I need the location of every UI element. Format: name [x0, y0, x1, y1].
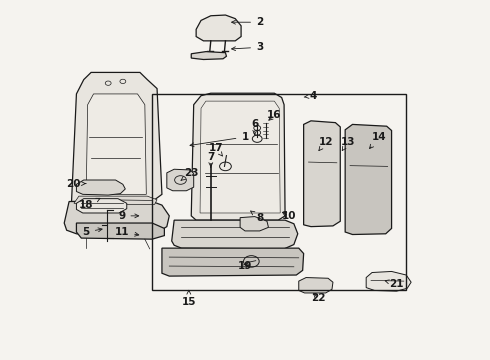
Polygon shape: [172, 220, 298, 249]
Polygon shape: [72, 72, 162, 202]
Text: 2: 2: [232, 17, 263, 27]
Text: 1: 1: [190, 132, 248, 147]
Polygon shape: [196, 15, 241, 41]
Text: 8: 8: [250, 211, 263, 222]
Polygon shape: [74, 196, 157, 204]
Text: 5: 5: [83, 227, 102, 237]
Text: 16: 16: [267, 111, 282, 121]
Text: 14: 14: [369, 132, 387, 148]
Text: 13: 13: [341, 138, 355, 150]
Text: 10: 10: [282, 211, 296, 221]
Text: 15: 15: [182, 290, 196, 307]
Text: 9: 9: [118, 211, 139, 221]
Text: 12: 12: [318, 138, 333, 150]
Text: 11: 11: [115, 227, 139, 237]
Polygon shape: [167, 169, 194, 191]
Text: 6: 6: [251, 120, 258, 135]
Text: 18: 18: [79, 198, 100, 210]
Text: 22: 22: [311, 293, 325, 303]
Text: 3: 3: [232, 42, 263, 52]
Polygon shape: [366, 271, 411, 291]
Text: 20: 20: [66, 179, 86, 189]
Polygon shape: [200, 101, 280, 213]
Polygon shape: [162, 248, 304, 276]
Bar: [152, 94, 406, 291]
Polygon shape: [76, 199, 127, 213]
Polygon shape: [76, 180, 125, 195]
Polygon shape: [64, 202, 169, 237]
Polygon shape: [191, 51, 226, 59]
Text: 17: 17: [208, 143, 223, 156]
Polygon shape: [304, 121, 340, 226]
Text: 7: 7: [207, 152, 215, 167]
Polygon shape: [299, 278, 333, 293]
Polygon shape: [345, 125, 392, 234]
Text: 4: 4: [304, 91, 317, 101]
Text: 23: 23: [181, 168, 198, 180]
Polygon shape: [240, 217, 269, 231]
Text: 21: 21: [385, 279, 404, 289]
Text: 19: 19: [238, 261, 252, 271]
Polygon shape: [191, 93, 285, 220]
Polygon shape: [86, 94, 147, 194]
Polygon shape: [76, 223, 164, 239]
